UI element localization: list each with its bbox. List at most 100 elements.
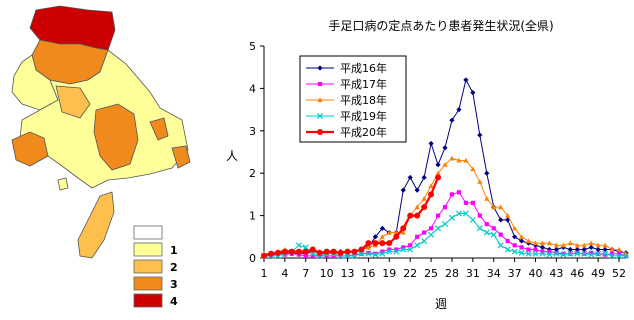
data-point xyxy=(274,249,281,256)
y-tick-label: 4 xyxy=(249,82,256,95)
data-point xyxy=(337,249,344,256)
map-legend-label: 3 xyxy=(170,278,178,291)
data-point xyxy=(358,250,365,257)
x-tick-label: 31 xyxy=(466,267,480,280)
data-point xyxy=(581,242,587,248)
data-point xyxy=(421,196,427,201)
data-point xyxy=(622,252,630,259)
data-point xyxy=(442,162,448,167)
data-point xyxy=(477,213,482,218)
data-point xyxy=(344,248,351,255)
data-point xyxy=(595,242,601,248)
data-point xyxy=(518,249,525,256)
data-point xyxy=(408,243,413,248)
data-point xyxy=(574,246,580,253)
data-point xyxy=(372,240,379,247)
data-point xyxy=(588,244,594,250)
y-tick-label: 0 xyxy=(249,252,256,265)
data-point xyxy=(330,248,337,255)
x-tick-label: 22 xyxy=(403,267,417,280)
map-region-middle-light xyxy=(55,85,91,119)
data-point xyxy=(386,229,392,235)
x-tick-label: 19 xyxy=(382,267,396,280)
legend-label: 平成17年 xyxy=(340,77,387,91)
x-tick-label: 1 xyxy=(261,267,268,280)
data-point xyxy=(414,204,420,210)
data-point xyxy=(546,240,553,246)
data-point xyxy=(267,250,274,257)
map-legend-swatch xyxy=(133,293,163,308)
data-point xyxy=(616,251,622,256)
data-point xyxy=(414,187,420,193)
data-point xyxy=(407,246,414,253)
data-point xyxy=(498,217,504,223)
data-point xyxy=(476,225,483,232)
data-point xyxy=(505,238,510,244)
data-point xyxy=(532,240,539,246)
data-point xyxy=(317,97,323,103)
data-point xyxy=(428,191,435,198)
data-point xyxy=(588,240,594,246)
data-point xyxy=(449,117,455,123)
data-point xyxy=(449,155,455,161)
data-point xyxy=(547,249,552,254)
data-point xyxy=(602,250,609,257)
data-point xyxy=(365,250,372,257)
data-point xyxy=(372,251,379,258)
map-region-east xyxy=(149,117,169,141)
data-point xyxy=(380,249,385,254)
data-point xyxy=(581,250,588,257)
data-point xyxy=(379,250,386,257)
data-point xyxy=(365,244,372,250)
data-point xyxy=(372,234,378,240)
data-point xyxy=(497,242,504,249)
data-point xyxy=(470,166,476,172)
data-point xyxy=(560,242,566,248)
data-point xyxy=(415,234,420,239)
data-point xyxy=(302,248,309,255)
data-point xyxy=(540,249,545,254)
data-point xyxy=(435,170,441,176)
y-tick-label: 5 xyxy=(249,40,256,53)
y-tick-label: 1 xyxy=(249,210,256,223)
data-point xyxy=(456,107,462,113)
data-point xyxy=(463,77,469,83)
data-point xyxy=(539,244,546,250)
data-point xyxy=(463,157,469,163)
data-point xyxy=(323,248,330,255)
data-point xyxy=(351,248,358,255)
data-point xyxy=(456,190,462,195)
data-point xyxy=(317,65,323,71)
series-5 xyxy=(261,174,442,259)
data-point xyxy=(505,213,511,218)
data-point xyxy=(449,192,455,197)
data-point xyxy=(379,234,385,239)
data-point xyxy=(518,234,525,239)
data-point xyxy=(588,251,595,258)
data-point xyxy=(567,250,574,257)
data-point xyxy=(574,250,581,257)
data-point xyxy=(595,250,602,257)
x-tick-label: 43 xyxy=(549,267,563,280)
x-tick-label: 7 xyxy=(302,267,309,280)
data-point xyxy=(414,242,421,249)
data-point xyxy=(393,248,400,255)
data-point xyxy=(491,204,497,210)
map-legend-swatch xyxy=(133,259,163,274)
x-tick-label: 40 xyxy=(529,267,543,280)
data-point xyxy=(512,234,518,240)
x-tick-label: 34 xyxy=(487,267,501,280)
data-point xyxy=(316,112,324,120)
data-point xyxy=(302,244,309,251)
data-point xyxy=(421,238,428,245)
data-point xyxy=(477,132,483,138)
data-point xyxy=(309,246,316,253)
data-point xyxy=(526,247,531,252)
data-point xyxy=(400,229,406,235)
x-tick-label: 46 xyxy=(570,267,584,280)
data-point xyxy=(435,225,442,232)
data-point xyxy=(400,246,407,253)
data-point xyxy=(456,157,462,163)
